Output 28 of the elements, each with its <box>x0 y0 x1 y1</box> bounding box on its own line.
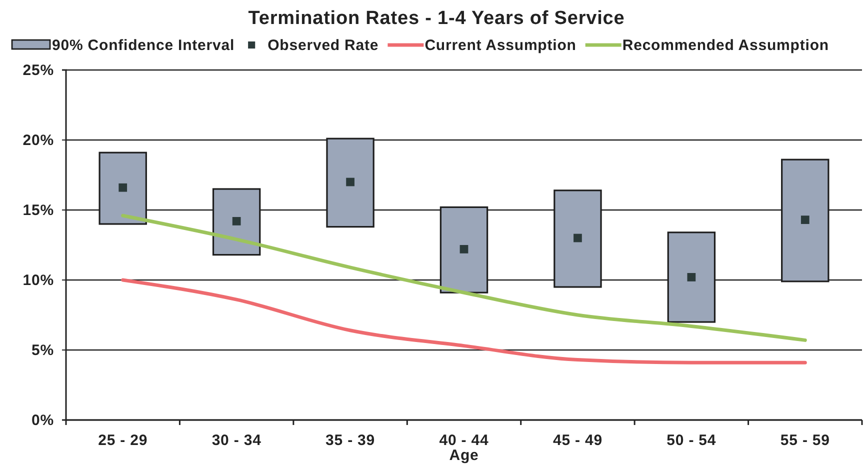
legend-label: Recommended Assumption <box>622 37 829 54</box>
line-series <box>121 278 807 364</box>
x-tick-label: 30 - 34 <box>212 432 262 449</box>
y-tick-label: 5% <box>32 342 54 359</box>
x-tick-label: 55 - 59 <box>780 432 830 449</box>
point <box>346 178 354 186</box>
y-tick-label: 20% <box>22 132 54 149</box>
point <box>574 234 582 242</box>
x-axis-title: Age <box>449 447 479 464</box>
x-tick-label: 25 - 29 <box>98 432 148 449</box>
x-tick-label: 45 - 49 <box>552 432 602 449</box>
legend-label: Observed Rate <box>268 37 379 54</box>
x-tick-label: 35 - 39 <box>326 432 376 449</box>
y-tick-label: 25% <box>22 62 54 79</box>
y-tick-label: 0% <box>32 412 54 429</box>
legend-label: 90% Confidence Interval <box>52 37 235 54</box>
legend-label: Current Assumption <box>424 37 576 54</box>
point <box>118 183 128 192</box>
x-tick-label: 40 - 44 <box>439 432 490 449</box>
x-tick-label: 50 - 54 <box>666 432 716 449</box>
point <box>800 216 810 224</box>
y-tick-label: 15% <box>22 202 54 219</box>
y-tick-label: 10% <box>22 272 54 289</box>
point <box>460 245 468 254</box>
point <box>232 217 241 226</box>
line-series <box>121 214 807 342</box>
chart-title: Termination Rates - 1-4 Years of Service <box>248 8 625 29</box>
point <box>687 273 696 282</box>
